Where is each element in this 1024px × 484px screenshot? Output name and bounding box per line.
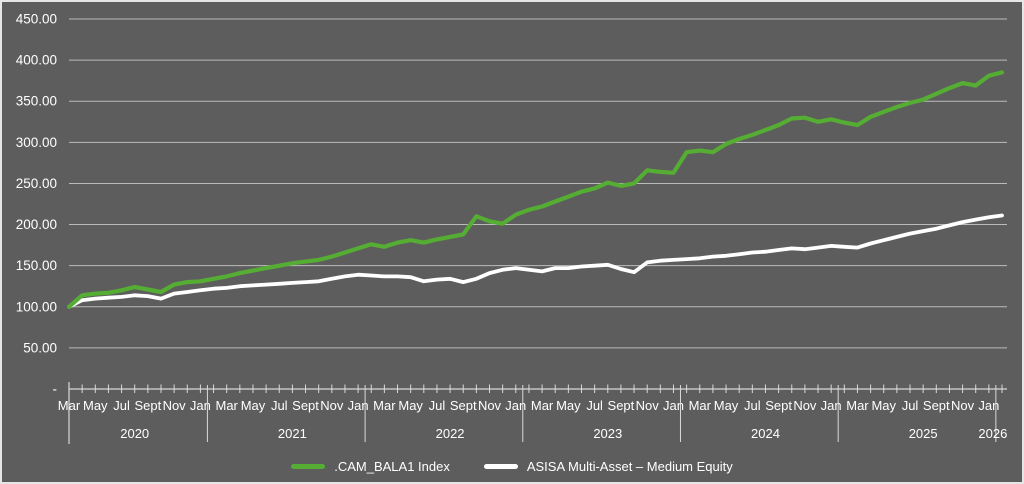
y-axis-label: 350.00 [16,94,57,109]
legend-item-asisa: ASISA Multi-Asset – Medium Equity [483,459,733,474]
x-axis-month-label: Nov [951,398,975,413]
x-axis-month-label: Mar [689,398,712,413]
x-axis-month-label: May [556,398,581,413]
x-axis-month-label: Nov [163,398,187,413]
x-axis-month-label: Jul [113,398,130,413]
x-axis-month-label: May [871,398,896,413]
series-line-cam-bala1 [66,70,1005,309]
y-axis-label: 250.00 [16,176,57,191]
series-line-asisa [67,213,1004,309]
x-axis-year-label: 2025 [909,426,938,441]
x-axis-month-label: Mar [846,398,869,413]
x-axis-month-label: Jul [586,398,603,413]
x-axis-month-label: Sept [923,398,950,413]
x-axis-month-label: Jul [429,398,446,413]
x-axis-year-label: 2024 [751,426,780,441]
y-axis-label: 450.00 [16,12,57,27]
x-axis-month-label: Mar [373,398,396,413]
x-axis-month-label: Jan [821,398,842,413]
x-axis-month-label: May [398,398,423,413]
x-axis-month-label: Jul [271,398,288,413]
y-axis-label: 100.00 [16,299,57,314]
legend-label-cam-bala1: .CAM_BALA1 Index [334,459,450,474]
x-axis-month-label: May [83,398,108,413]
x-axis-month-label: Nov [793,398,817,413]
x-axis-month-label: Mar [58,398,81,413]
x-axis-month-label: Nov [636,398,660,413]
x-axis-month-label: Jan [348,398,369,413]
legend-item-cam-bala1: .CAM_BALA1 Index [291,459,450,474]
x-axis-year-label: 2023 [593,426,622,441]
x-axis-month-label: Sept [608,398,635,413]
x-axis-month-label: Jan [978,398,999,413]
x-axis-month-label: Jul [744,398,761,413]
x-axis-month-label: Jul [902,398,919,413]
y-axis-label: 300.00 [16,135,57,150]
chart-legend: .CAM_BALA1 Index ASISA Multi-Asset – Med… [2,459,1022,474]
x-axis-year-label: 2022 [436,426,465,441]
x-axis-month-label: Jan [663,398,684,413]
cam-bala1-line-swatch-icon [291,464,326,469]
x-axis-year-label: 2026 [978,426,1007,441]
x-axis-month-label: Mar [531,398,554,413]
x-axis-month-label: Sept [765,398,792,413]
x-axis-month-label: Sept [450,398,477,413]
y-axis-label: 50.00 [23,340,57,355]
x-axis-month-label: Nov [478,398,502,413]
x-axis-month-label: Nov [320,398,344,413]
x-axis-year-label: 2021 [278,426,307,441]
y-axis-label: 150.00 [16,258,57,273]
y-axis-label: 200.00 [16,217,57,232]
x-axis-month-label: Sept [292,398,319,413]
x-axis-month-label: Mar [215,398,238,413]
x-axis-year-label: 2020 [120,426,149,441]
y-axis-label: 400.00 [16,53,57,68]
x-axis-month-label: Jan [190,398,211,413]
y-axis-label: - [53,382,58,397]
legend-label-asisa: ASISA Multi-Asset – Medium Equity [526,459,733,474]
x-axis-month-label: Sept [134,398,161,413]
asisa-line-swatch-icon [483,464,518,469]
x-axis-month-label: May [714,398,739,413]
x-axis-month-label: Jan [505,398,526,413]
x-axis-month-label: May [241,398,266,413]
